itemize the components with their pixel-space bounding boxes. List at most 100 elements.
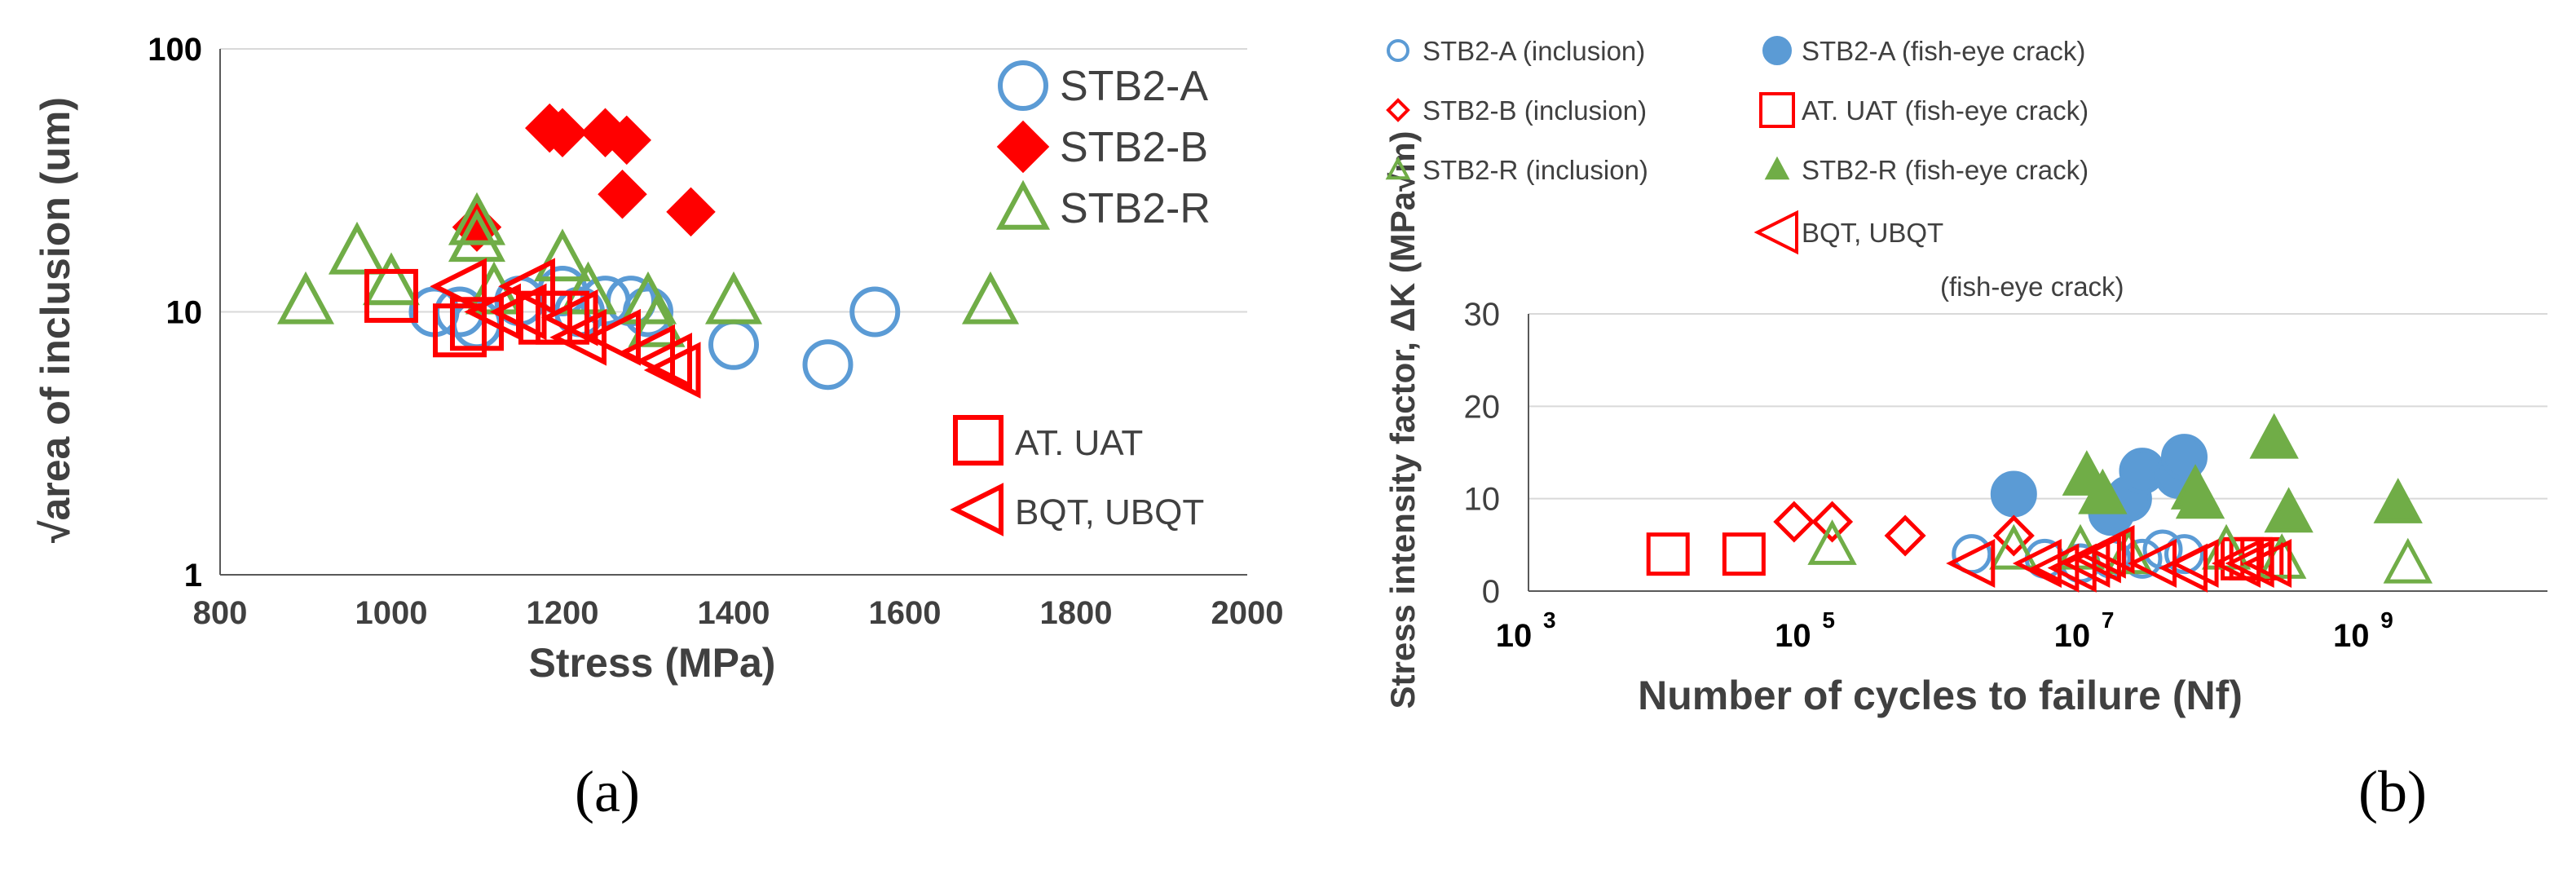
- x-tick-exponent: 7: [2102, 607, 2115, 633]
- data-point: [2373, 478, 2423, 523]
- data-point: [433, 303, 487, 358]
- data-point: [666, 187, 716, 237]
- legend-marker: [1759, 92, 1795, 128]
- data-point: [498, 258, 555, 316]
- data-point: [1722, 532, 1766, 576]
- chart-b-svg: 0 10 20 30 10 3 10 5 10 7 10 9 Number of cycles to f…: [1383, 36, 2547, 718]
- data-point: [1946, 538, 1996, 589]
- data-point: [619, 271, 677, 324]
- data-point: [448, 209, 506, 263]
- data-point: [464, 283, 521, 341]
- y-tick-label: 10: [166, 295, 203, 331]
- data-point: [1992, 514, 2035, 557]
- data-point: [2242, 538, 2292, 589]
- x-axis-label: Stress (MPa): [529, 640, 776, 686]
- x-tick-label: 1000: [355, 595, 428, 631]
- chart-a-svg: 1 10 100 800 1000 1200 1400 1600 1800 2000 Stress …: [33, 32, 1284, 686]
- data-point: [961, 271, 1020, 324]
- data-point: [708, 319, 759, 370]
- legend-marker: [1762, 36, 1792, 65]
- x-tick-label: 800: [193, 595, 248, 631]
- data-point: [2085, 524, 2135, 575]
- x-tick-exponent: 5: [1822, 607, 1835, 633]
- legend-label: STB2-B: [1060, 124, 1208, 171]
- data-point: [623, 286, 673, 338]
- legend-label: STB2-A (fish-eye crack): [1802, 36, 2085, 66]
- series-bqt-ubqt: [430, 258, 701, 399]
- data-point: [362, 252, 421, 306]
- data-point: [2383, 537, 2433, 584]
- x-tick-label: 1800: [1040, 595, 1113, 631]
- legend-marker: [1764, 156, 1790, 180]
- data-point: [602, 115, 651, 166]
- data-point: [537, 108, 588, 158]
- chart-panel-b: 0 10 20 30 10 3 10 5 10 7 10 9 Number of cycles to f…: [1304, 0, 2576, 896]
- data-point: [2249, 413, 2299, 459]
- legend: STB2-A STB2-B STB2-R AT. UAT BQT, UBQT: [950, 60, 1211, 536]
- data-point: [549, 308, 607, 366]
- y-tick-label: 30: [1464, 297, 1501, 333]
- x-tick-exponent: 9: [2380, 607, 2393, 633]
- series-stb2-b-inclusion-: [1773, 501, 2035, 557]
- legend-marker: [1385, 156, 1411, 180]
- legend-marker: [1753, 210, 1798, 255]
- data-point: [1884, 514, 1926, 557]
- data-point: [1807, 519, 1857, 565]
- legend-marker: [1387, 39, 1409, 62]
- legend-label: STB2-A (inclusion): [1423, 36, 1645, 66]
- legend-label: STB2-R (inclusion): [1423, 155, 1648, 185]
- chart-panel-a: 1 10 100 800 1000 1200 1400 1600 1800 2000 Stress …: [33, 32, 1284, 824]
- caption-b: (b): [2358, 759, 2427, 824]
- data-point: [1646, 532, 1690, 576]
- x-tick-label: 1400: [698, 595, 770, 631]
- x-tick-label: 2000: [1211, 595, 1284, 631]
- data-point: [598, 170, 647, 219]
- legend-label: BQT, UBQT: [1015, 492, 1204, 532]
- data-point: [584, 308, 641, 366]
- data-point: [1773, 501, 1815, 543]
- x-axis-label: Number of cycles to failure (Nf): [1638, 673, 2243, 718]
- legend-label: STB2-R: [1060, 185, 1211, 232]
- legend-label: STB2-A: [1060, 63, 1208, 110]
- data-point: [430, 258, 487, 316]
- x-tick-label: 1600: [869, 595, 942, 631]
- data-point: [276, 271, 335, 324]
- data-point: [635, 332, 692, 390]
- data-point: [2212, 538, 2261, 589]
- series-stb2-r-fish-eye-crack-: [2062, 413, 2423, 533]
- series-stb2-r: [276, 192, 1020, 347]
- legend-marker: [995, 179, 1051, 230]
- legend-marker: [953, 415, 1003, 466]
- data-point: [448, 192, 506, 245]
- y-tick-label: 100: [148, 32, 202, 68]
- x-tick-label: 10: [2333, 618, 2370, 654]
- legend-label: BQT, UBQT: [1802, 218, 1943, 248]
- data-point: [2078, 468, 2128, 514]
- x-tick-label: 10: [1496, 618, 1533, 654]
- legend-marker: [1386, 98, 1410, 122]
- data-point: [2164, 534, 2205, 575]
- x-tick-exponent: 3: [1543, 607, 1556, 633]
- legend: STB2-A (inclusion) STB2-A (fish-eye crack…: [1385, 36, 2124, 302]
- data-point: [704, 271, 763, 324]
- series-bqt-ubqt: [1946, 524, 2292, 593]
- x-tick-label: 10: [2054, 618, 2091, 654]
- y-tick-label: 0: [1482, 574, 1500, 610]
- data-point: [628, 294, 686, 347]
- caption-a: (a): [575, 759, 640, 824]
- legend-label: STB2-R (fish-eye crack): [1802, 155, 2089, 185]
- data-point: [364, 268, 418, 323]
- x-tick-label: 1200: [527, 595, 599, 631]
- data-point: [1990, 470, 2037, 518]
- data-point: [802, 339, 854, 391]
- y-tick-label: 10: [1464, 482, 1501, 518]
- y-axis-label: √area of inclusion (um): [33, 97, 78, 543]
- legend-label: STB2-B (inclusion): [1423, 95, 1647, 126]
- data-point: [1989, 523, 2039, 570]
- data-point: [450, 297, 504, 351]
- legend-label-sub: (fish-eye crack): [1940, 271, 2124, 302]
- data-point: [489, 283, 547, 341]
- data-point: [849, 286, 901, 338]
- data-point: [1811, 501, 1854, 543]
- data-point: [2225, 538, 2274, 589]
